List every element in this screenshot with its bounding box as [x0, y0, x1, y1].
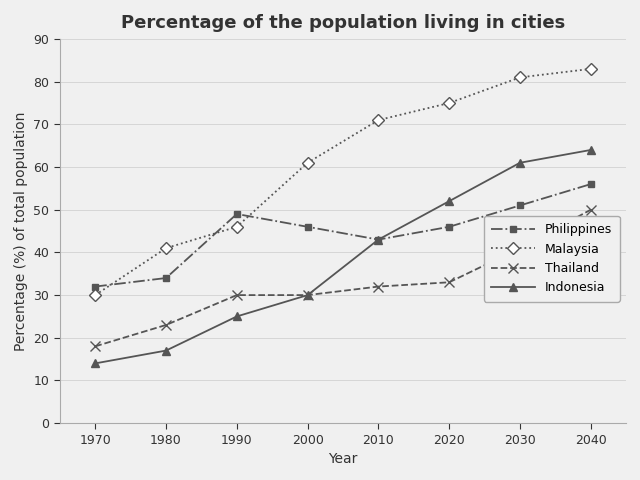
- X-axis label: Year: Year: [328, 452, 358, 466]
- Legend: Philippines, Malaysia, Thailand, Indonesia: Philippines, Malaysia, Thailand, Indones…: [484, 216, 620, 301]
- Title: Percentage of the population living in cities: Percentage of the population living in c…: [121, 14, 565, 32]
- Y-axis label: Percentage (%) of total population: Percentage (%) of total population: [14, 111, 28, 351]
